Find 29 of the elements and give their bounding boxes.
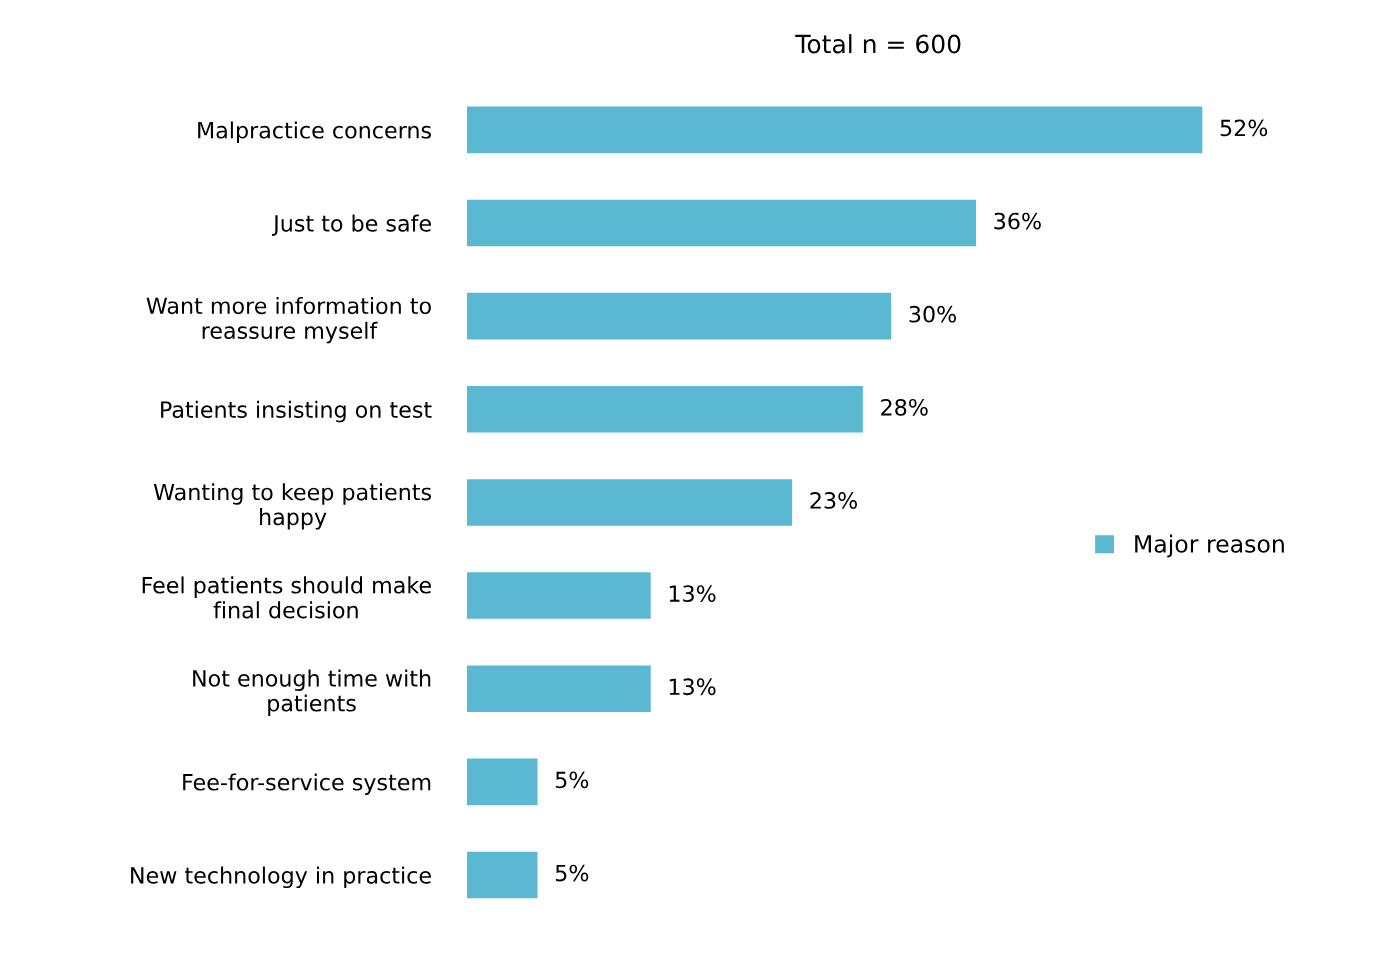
y-tick-label: Fee-for-service system — [183, 773, 431, 795]
bar — [466, 386, 863, 433]
bar — [466, 106, 1203, 154]
y-tick-label: Not enough time with patients — [193, 669, 431, 716]
bar — [466, 479, 793, 526]
y-tick-label: Just to be safe — [272, 214, 431, 236]
bar — [466, 572, 651, 619]
data-label: 36% — [994, 212, 1041, 230]
chart-title: Total n = 600 — [795, 34, 961, 54]
bar — [466, 758, 538, 806]
y-tick-label: Feel patients should make final decision — [142, 576, 431, 619]
data-label: 30% — [909, 305, 956, 323]
bar — [466, 851, 538, 899]
data-label: 5% — [555, 864, 589, 882]
data-label: 52% — [1220, 119, 1268, 137]
data-label: 5% — [555, 771, 589, 789]
bar — [466, 199, 977, 247]
y-tick-label: New technology in practice — [131, 866, 431, 889]
legend-label: Major reason — [1135, 534, 1284, 558]
bar — [466, 292, 892, 340]
bar — [466, 665, 651, 712]
data-label: 23% — [810, 492, 857, 509]
y-tick-label: Want more information to reassure myself — [146, 296, 431, 344]
y-tick-label: Patients insisting on test — [161, 400, 432, 423]
y-tick-label: Wanting to keep patients happy — [153, 483, 432, 530]
data-label: 13% — [669, 678, 716, 696]
y-tick-label: Malpractice concerns — [198, 121, 432, 143]
data-label: 13% — [669, 585, 716, 603]
data-label: 28% — [881, 398, 928, 416]
